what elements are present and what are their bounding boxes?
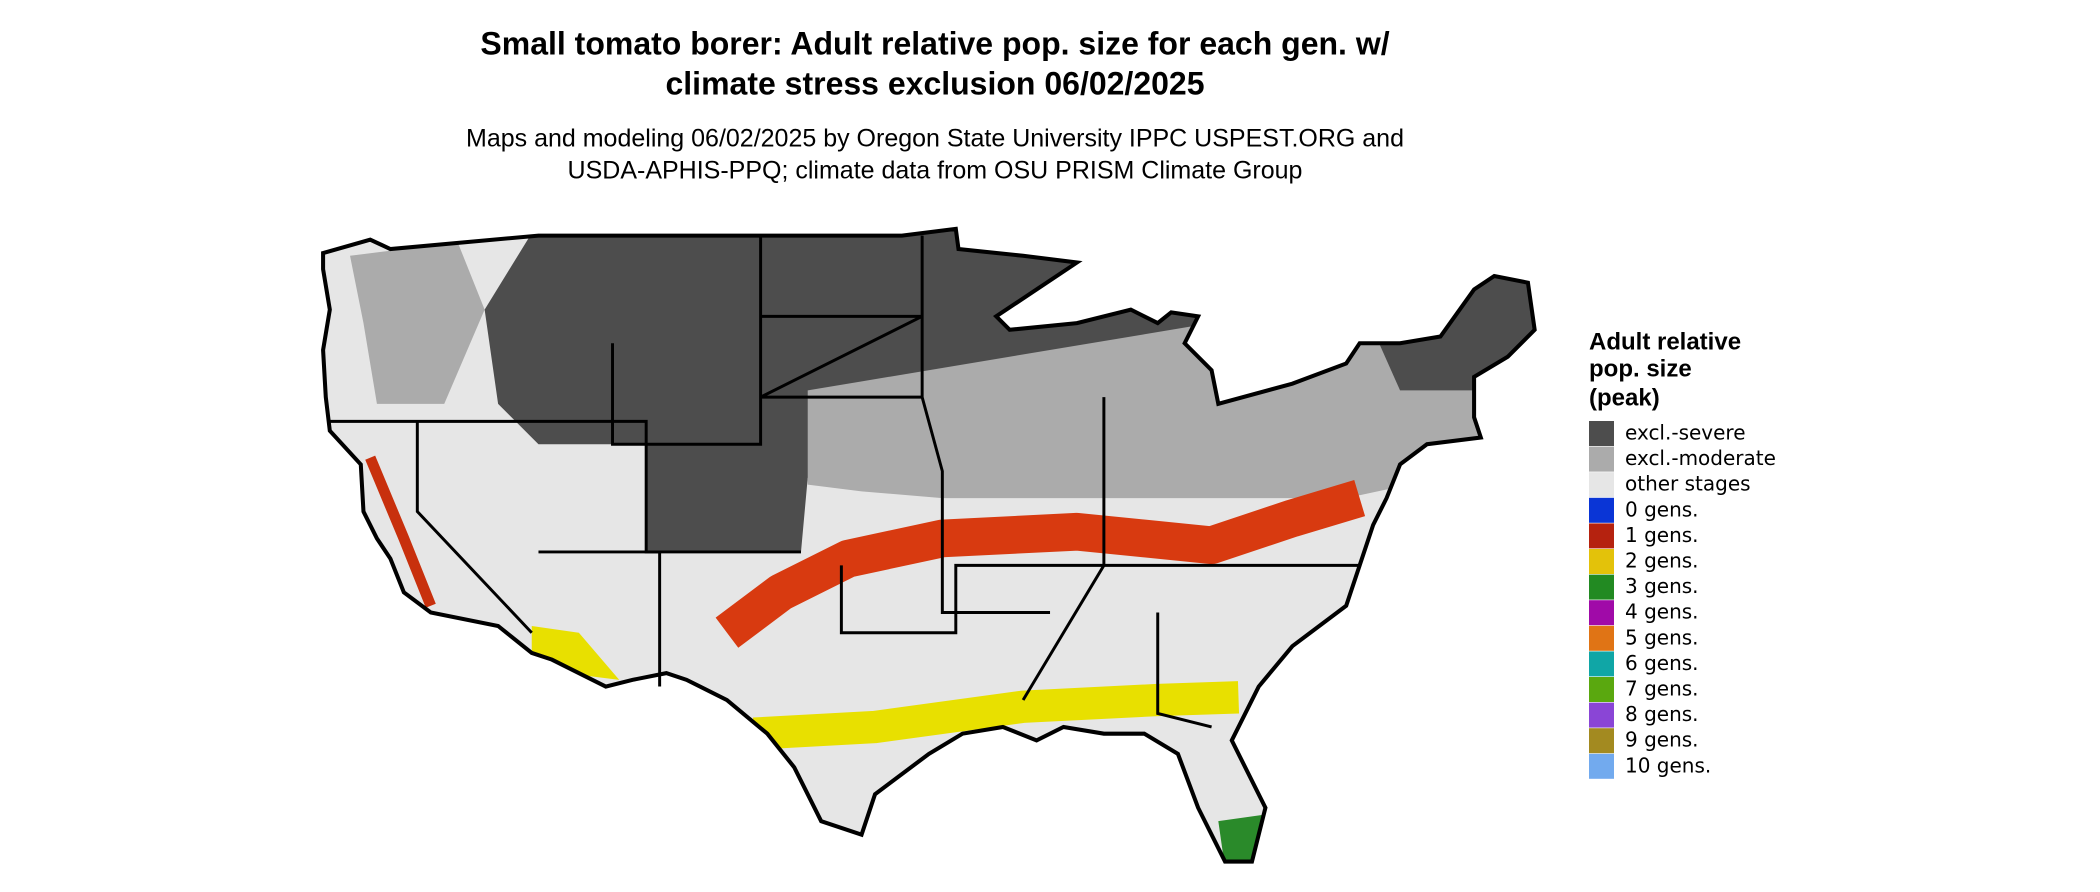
legend-swatch: [1589, 421, 1614, 446]
legend-title: pop. size: [1589, 355, 1692, 382]
state-line: [839, 563, 1360, 635]
legend-label: 8 gens.: [1625, 702, 1699, 726]
state-line: [538, 550, 662, 687]
legend-swatch: [1589, 497, 1614, 523]
state-line: [1021, 397, 1106, 701]
legend-swatch: [1589, 625, 1614, 651]
legend-swatch: [1589, 651, 1614, 677]
legend-label: other stages: [1625, 472, 1751, 496]
state-line: [329, 419, 801, 554]
title-line: Small tomato borer: Adult relative pop. …: [480, 25, 1389, 61]
map: [323, 222, 1548, 868]
state-line: [759, 314, 923, 399]
legend-label: 5 gens.: [1625, 625, 1699, 649]
region-2-gen: [531, 625, 620, 680]
legend-swatch: [1589, 677, 1614, 702]
state-line: [1156, 612, 1212, 729]
state-line: [920, 235, 1051, 615]
legend-label: 4 gens.: [1625, 600, 1699, 624]
legend-label: 2 gens.: [1625, 549, 1699, 573]
region-2-gen: [752, 681, 1240, 750]
legend-swatch: [1589, 574, 1614, 600]
state-line: [415, 421, 533, 634]
legend-label: 3 gens.: [1625, 574, 1699, 598]
legend-swatch: [1589, 753, 1614, 779]
legend-label: 7 gens.: [1625, 677, 1699, 701]
legend-label: excl.-severe: [1625, 421, 1746, 445]
legend-label: excl.-moderate: [1625, 446, 1776, 470]
legend-swatch: [1589, 728, 1614, 754]
legend-label: 1 gens.: [1625, 523, 1699, 547]
region-1-gen: [715, 480, 1366, 648]
title-line: climate stress exclusion 06/02/2025: [665, 65, 1204, 101]
legend-swatch: [1589, 600, 1614, 626]
legend-title: Adult relative: [1589, 328, 1741, 355]
region-1-gen: [365, 455, 436, 608]
legend-title: (peak): [1589, 384, 1660, 411]
legend-label: 9 gens.: [1625, 728, 1699, 752]
legend-label: 10 gens.: [1625, 753, 1711, 777]
legend-swatch: [1589, 446, 1614, 472]
legend-swatch: [1589, 702, 1614, 728]
state-lines: [329, 235, 1360, 729]
legend-label: 0 gens.: [1625, 497, 1699, 521]
region-moderate: [350, 242, 485, 404]
state-line: [611, 235, 763, 446]
legend-swatch: [1589, 472, 1614, 498]
legend: Adult relative pop. size (peak) excl.-se…: [1589, 328, 1776, 779]
subtitle-line: USDA-APHIS-PPQ; climate data from OSU PR…: [568, 157, 1303, 185]
legend-swatch: [1589, 549, 1614, 574]
legend-swatch: [1589, 523, 1614, 549]
subtitle-line: Maps and modeling 06/02/2025 by Oregon S…: [466, 125, 1404, 153]
legend-label: 6 gens.: [1625, 651, 1699, 675]
